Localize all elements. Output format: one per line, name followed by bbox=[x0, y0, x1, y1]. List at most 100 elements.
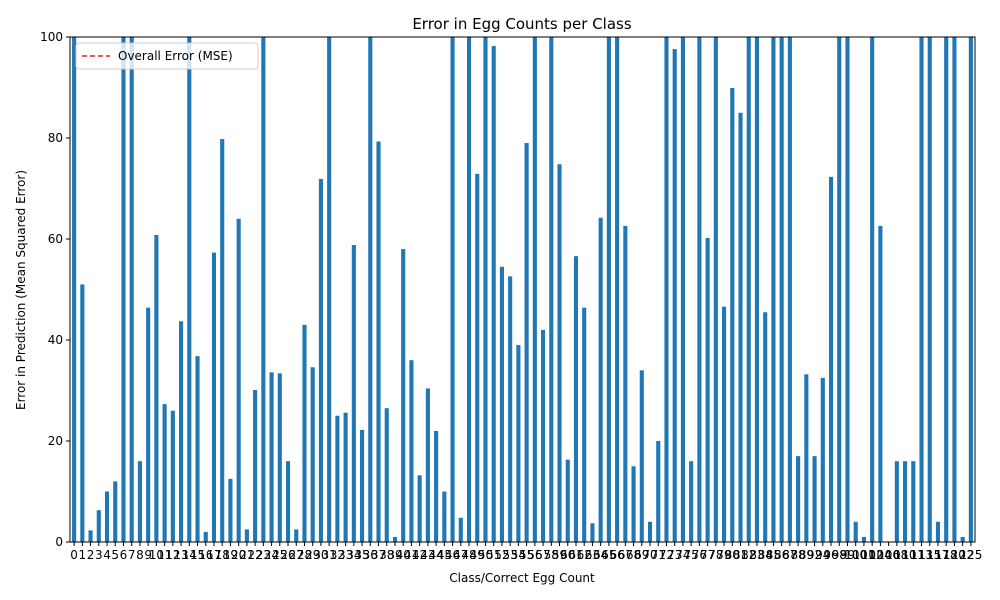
x-tick-label: 75 bbox=[684, 548, 699, 562]
x-tick-label: 63 bbox=[585, 548, 600, 562]
bar bbox=[557, 164, 562, 542]
bar bbox=[870, 37, 875, 542]
bar bbox=[302, 324, 307, 542]
x-tick-label: 77 bbox=[700, 548, 715, 562]
bar bbox=[680, 37, 685, 542]
x-tick-label: 14 bbox=[182, 548, 197, 562]
bar bbox=[195, 356, 200, 542]
x-tick-label: 111 bbox=[902, 548, 925, 562]
chart-title: Error in Egg Counts per Class bbox=[412, 15, 632, 33]
bar bbox=[812, 456, 817, 542]
bar bbox=[146, 307, 151, 542]
bar bbox=[483, 37, 488, 542]
bar bbox=[384, 408, 389, 542]
x-tick-label: 3 bbox=[95, 548, 103, 562]
bar bbox=[475, 173, 480, 542]
legend-label: Overall Error (MSE) bbox=[118, 49, 233, 63]
x-tick-label: 23 bbox=[256, 548, 271, 562]
bar bbox=[104, 491, 110, 542]
x-tick-label: 17 bbox=[206, 548, 221, 562]
bar bbox=[203, 531, 208, 542]
bar bbox=[919, 37, 924, 542]
bar bbox=[417, 475, 422, 542]
y-tick-label: 80 bbox=[48, 131, 63, 145]
bar bbox=[277, 373, 282, 542]
bar bbox=[318, 178, 323, 542]
bar bbox=[310, 367, 315, 542]
x-tick-label: 61 bbox=[568, 548, 583, 562]
bar bbox=[327, 37, 332, 542]
bar bbox=[532, 37, 537, 542]
x-tick-label: 86 bbox=[774, 548, 789, 562]
x-tick-label: 38 bbox=[379, 548, 394, 562]
x-tick-label: 81 bbox=[733, 548, 748, 562]
x-tick-label: 60 bbox=[560, 548, 575, 562]
x-tick-label: 2 bbox=[87, 548, 95, 562]
x-tick-label: 117 bbox=[927, 548, 950, 562]
bar bbox=[705, 237, 710, 542]
x-tick-label: 15 bbox=[190, 548, 205, 562]
bar bbox=[113, 481, 118, 542]
bar bbox=[269, 372, 274, 542]
x-axis-label: Class/Correct Egg Count bbox=[449, 571, 595, 585]
y-tick-label: 40 bbox=[48, 333, 63, 347]
bar bbox=[137, 461, 142, 542]
bar bbox=[573, 256, 579, 542]
bar bbox=[960, 536, 965, 542]
bar bbox=[368, 37, 373, 542]
x-tick-label: 72 bbox=[659, 548, 674, 562]
bar bbox=[606, 37, 611, 542]
bar bbox=[754, 37, 760, 542]
bars bbox=[72, 37, 973, 542]
x-tick-label: 66 bbox=[609, 548, 624, 562]
x-tick-label: 69 bbox=[634, 548, 649, 562]
x-tick-label: 24 bbox=[264, 548, 279, 562]
bar bbox=[722, 306, 727, 542]
x-tick-label: 62 bbox=[577, 548, 592, 562]
legend-box bbox=[75, 42, 259, 70]
x-tick-label: 84 bbox=[758, 548, 773, 562]
bar bbox=[253, 389, 258, 542]
bar bbox=[425, 388, 430, 542]
x-tick-label: 51 bbox=[486, 548, 501, 562]
bar bbox=[820, 377, 825, 542]
bar bbox=[730, 88, 735, 542]
bar bbox=[285, 461, 291, 542]
y-tick-label: 60 bbox=[48, 232, 63, 246]
bar bbox=[565, 459, 570, 542]
bar bbox=[508, 276, 513, 542]
x-tick-label: 110 bbox=[894, 548, 917, 562]
x-tick-label: 118 bbox=[935, 548, 958, 562]
x-tick-label: 67 bbox=[618, 548, 633, 562]
x-tick-label: 56 bbox=[527, 548, 542, 562]
x-tick-label: 68 bbox=[626, 548, 641, 562]
bar bbox=[656, 441, 661, 542]
bar bbox=[72, 37, 77, 542]
x-tick-label: 33 bbox=[338, 548, 353, 562]
x-tick-label: 82 bbox=[741, 548, 756, 562]
bar bbox=[738, 112, 743, 542]
bar bbox=[236, 218, 241, 542]
x-tick-label: 39 bbox=[387, 548, 402, 562]
x-tick-label: 125 bbox=[959, 548, 982, 562]
x-tick-label: 20 bbox=[231, 548, 246, 562]
bar bbox=[837, 37, 842, 542]
x-tick-label: 83 bbox=[749, 548, 764, 562]
x-tick-label: 108 bbox=[885, 548, 908, 562]
x-tick-label: 98 bbox=[832, 548, 847, 562]
bar bbox=[170, 410, 175, 542]
x-tick-label: 4 bbox=[103, 548, 111, 562]
bar bbox=[294, 529, 299, 542]
bar bbox=[804, 374, 809, 542]
bar bbox=[746, 37, 751, 542]
x-tick-label: 9 bbox=[144, 548, 152, 562]
y-tick-label: 100 bbox=[40, 30, 63, 44]
bar bbox=[541, 329, 546, 542]
bar bbox=[80, 284, 85, 542]
bar bbox=[598, 217, 603, 542]
x-tick-label: 18 bbox=[215, 548, 230, 562]
x-tick-label: 92 bbox=[807, 548, 822, 562]
x-tick-label: 102 bbox=[861, 548, 884, 562]
x-tick-label: 28 bbox=[297, 548, 312, 562]
x-tick-label: 74 bbox=[675, 548, 690, 562]
